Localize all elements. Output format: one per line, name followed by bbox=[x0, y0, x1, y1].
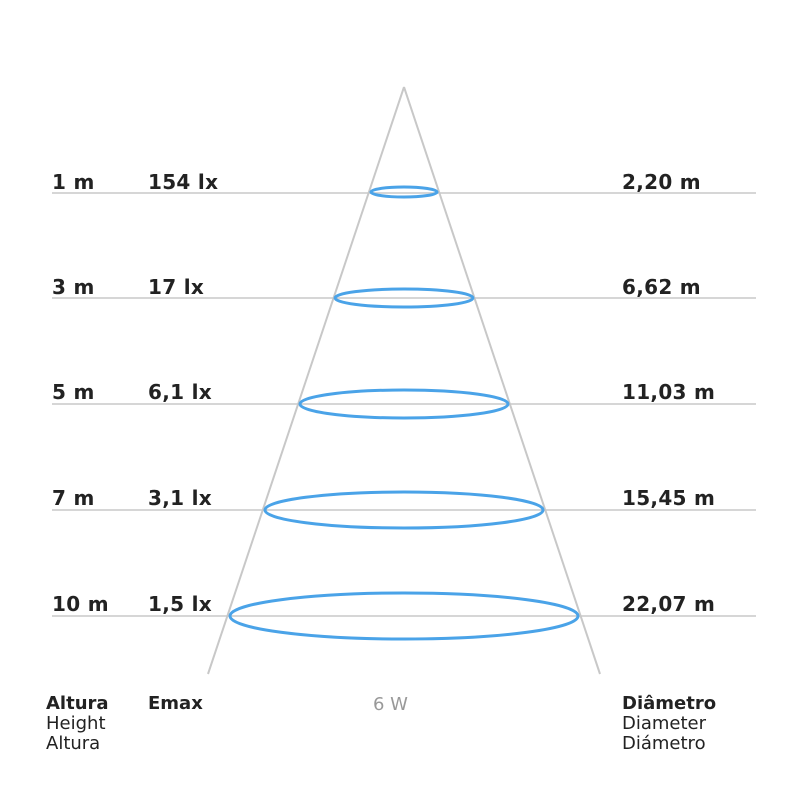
diameter-legend-title: Diâmetro bbox=[622, 693, 717, 714]
beam-cone-right bbox=[403, 86, 601, 675]
diameter-legend-en: Diameter bbox=[622, 713, 707, 734]
height-label: 10 m bbox=[52, 592, 109, 616]
emax-label: 154 lx bbox=[148, 170, 219, 194]
emax-label: 3,1 lx bbox=[148, 486, 212, 510]
height-label: 7 m bbox=[52, 486, 95, 510]
height-legend-en: Height bbox=[46, 713, 106, 734]
height-legend: Altura Height Altura bbox=[46, 694, 109, 754]
beam-ellipse-5m bbox=[298, 388, 510, 420]
beam-ellipse-1m bbox=[369, 185, 439, 199]
diameter-label: 22,07 m bbox=[622, 592, 716, 616]
height-label: 1 m bbox=[52, 170, 95, 194]
height-label: 3 m bbox=[52, 275, 95, 299]
emax-label: 1,5 lx bbox=[148, 592, 212, 616]
height-legend-pt: Altura bbox=[46, 733, 101, 754]
height-label: 5 m bbox=[52, 380, 95, 404]
emax-legend: Emax bbox=[148, 694, 203, 714]
power-label: 6 W bbox=[373, 694, 408, 715]
emax-label: 17 lx bbox=[148, 275, 205, 299]
beam-ellipse-10m bbox=[228, 591, 580, 641]
diameter-label: 15,45 m bbox=[622, 486, 716, 510]
beam-cone-left bbox=[207, 86, 405, 675]
beam-ellipse-3m bbox=[333, 287, 475, 309]
diameter-label: 2,20 m bbox=[622, 170, 701, 194]
height-legend-title: Altura bbox=[46, 693, 109, 714]
diameter-legend: Diâmetro Diameter Diámetro bbox=[622, 694, 716, 754]
beam-ellipse-7m bbox=[263, 490, 545, 530]
diameter-label: 11,03 m bbox=[622, 380, 716, 404]
emax-label: 6,1 lx bbox=[148, 380, 212, 404]
diameter-legend-es: Diámetro bbox=[622, 733, 706, 754]
diameter-label: 6,62 m bbox=[622, 275, 701, 299]
emax-legend-title: Emax bbox=[148, 693, 203, 714]
